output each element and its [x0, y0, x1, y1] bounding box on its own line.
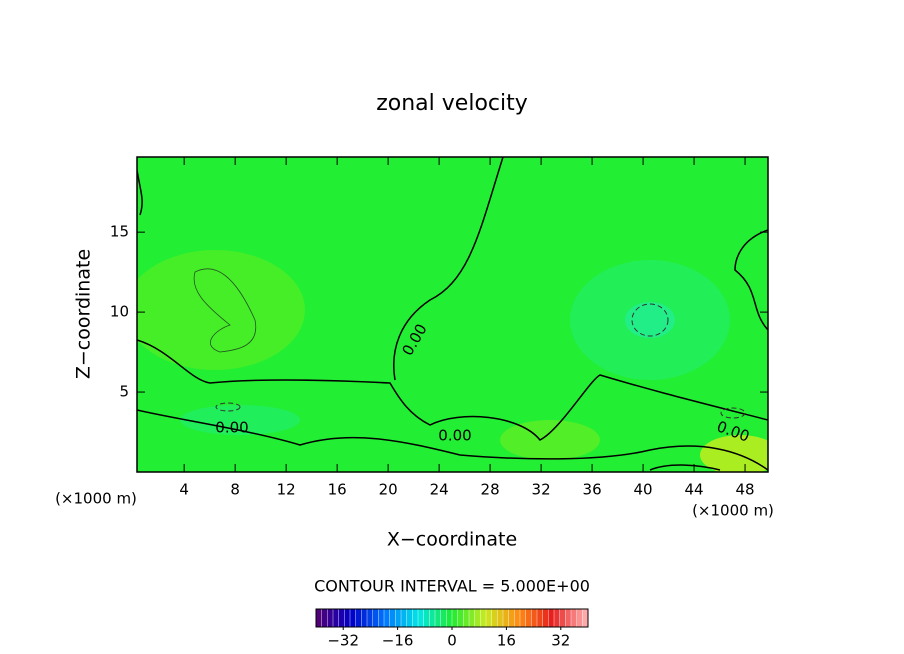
colorbar-cell [485, 608, 493, 628]
x-tick-label: 40 [634, 481, 653, 499]
colorbar-tick-label: 32 [551, 632, 570, 650]
colorbar-cell [315, 608, 323, 628]
x-tick-label: 24 [430, 481, 449, 499]
chart-title: zonal velocity [376, 91, 528, 116]
colorbar-cell [361, 608, 368, 628]
contour-label: 0.00 [438, 427, 471, 445]
x-tick-label: 32 [532, 481, 551, 499]
contour-label: 0.00 [215, 419, 248, 437]
colorbar-tick-label: 16 [497, 632, 516, 650]
x-axis-label: X−coordinate [387, 529, 517, 551]
colorbar-cell [525, 608, 532, 628]
colorbar-cell [417, 608, 425, 628]
colorbar-cell [553, 608, 561, 628]
x-tick-label: 4 [179, 481, 189, 499]
colorbar-cell [349, 608, 357, 628]
colorbar-cell [332, 608, 340, 628]
colorbar-cell [514, 608, 521, 628]
x-tick-label: 20 [379, 481, 398, 499]
colorbar-tick-label: 0 [447, 632, 457, 650]
colorbar-cell [355, 608, 362, 628]
colorbar-cell [429, 608, 436, 628]
x-tick-label: 8 [230, 481, 240, 499]
x-unit-label: (×1000 m) [55, 490, 137, 508]
colorbar-cell [440, 608, 447, 628]
plot-frame [136, 156, 769, 473]
colorbar-cell [502, 608, 510, 628]
x-unit-label: (×1000 m) [692, 502, 774, 520]
colorbar-cell [434, 608, 442, 628]
colorbar-cell [548, 608, 555, 628]
colorbar-tick-label: −32 [327, 632, 359, 650]
x-tick-label: 44 [685, 481, 704, 499]
colorbar-cell [366, 608, 374, 628]
colorbar-cell [446, 608, 453, 628]
colorbar-cell [559, 608, 566, 628]
x-tick-label: 28 [481, 481, 500, 499]
y-tick-label: 15 [110, 223, 129, 241]
colorbar-cell [457, 608, 464, 628]
colorbar-cell [321, 608, 328, 628]
colorbar-cell [338, 608, 345, 628]
colorbar-cell [400, 608, 408, 628]
colorbar-cell [542, 608, 549, 628]
colorbar-cell [480, 608, 487, 628]
colorbar-cell [474, 608, 481, 628]
colorbar-cell [383, 608, 391, 628]
colorbar-cell [412, 608, 419, 628]
field [137, 157, 768, 472]
colorbar-cell [451, 608, 459, 628]
colorbar-tick-label: −16 [382, 632, 414, 650]
colorbar-cell [519, 608, 527, 628]
y-axis-label: Z−coordinate [73, 249, 95, 379]
colorbar-cell [576, 608, 583, 628]
colorbar-cell [378, 608, 385, 628]
colorbar-cell [497, 608, 504, 628]
x-tick-label: 16 [328, 481, 347, 499]
colorbar-cell [372, 608, 379, 628]
colorbar-cell [491, 608, 498, 628]
colorbar-cell [468, 608, 476, 628]
colorbar-cell [570, 608, 578, 628]
colorbar-cell [463, 608, 470, 628]
y-tick-label: 10 [110, 303, 129, 321]
x-tick-label: 12 [277, 481, 296, 499]
colorbar-cell [395, 608, 402, 628]
colorbar-cell [423, 608, 430, 628]
colorbar-cell [344, 608, 351, 628]
y-tick-label: 5 [119, 383, 129, 401]
colorbar-cell [508, 608, 515, 628]
colorbar-cell [406, 608, 413, 628]
colorbar-cell [582, 608, 589, 628]
colorbar-cell [327, 608, 334, 628]
colorbar-cell [565, 608, 572, 628]
colorbar-cell [531, 608, 538, 628]
colorbar-cell [536, 608, 544, 628]
colorbar-cell [389, 608, 396, 628]
x-tick-label: 36 [583, 481, 602, 499]
annotation: CONTOUR INTERVAL = 5.000E+00 [314, 577, 590, 596]
x-tick-label: 48 [736, 481, 755, 499]
